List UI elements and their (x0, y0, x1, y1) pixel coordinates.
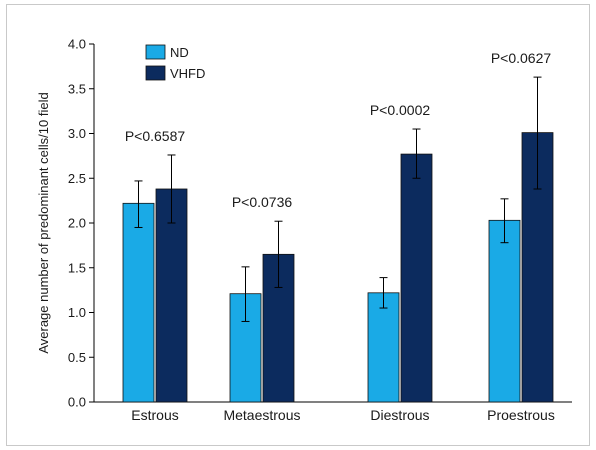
y-tick-label: 0.0 (68, 395, 86, 410)
legend-label-vhfd: VHFD (170, 66, 205, 81)
legend-swatch-nd (145, 44, 166, 60)
p-value-annotations: P<0.6587 P<0.0736 P<0.0002 P<0.0627 (125, 50, 552, 210)
y-axis-label: Average number of predominant cells/10 f… (36, 92, 51, 353)
y-tick-label: 3.0 (68, 126, 86, 141)
p-value-label: P<0.0627 (491, 50, 552, 66)
bar-vhfd-diestrous (400, 153, 433, 403)
error-bars (134, 76, 542, 322)
category-labels: Estrous Metaestrous Diestrous Proestrous (131, 407, 555, 423)
y-ticks: 0.0 0.5 1.0 1.5 2.0 2.5 3.0 3.5 4.0 (68, 37, 94, 410)
y-tick-label: 0.5 (68, 350, 86, 365)
y-tick-label: 2.0 (68, 216, 86, 231)
p-value-label: P<0.0002 (370, 102, 431, 118)
bar-vhfd-estrous (155, 188, 188, 403)
legend-swatch-vhfd (145, 65, 166, 81)
y-tick-label: 1.0 (68, 305, 86, 320)
y-tick-label: 2.5 (68, 171, 86, 186)
bar-nd-diestrous (367, 292, 400, 403)
p-value-label: P<0.0736 (232, 194, 293, 210)
y-tick-label: 1.5 (68, 260, 86, 275)
bar-nd-proestrous (488, 219, 521, 403)
x-category-label: Estrous (131, 407, 178, 423)
bars (122, 132, 554, 403)
p-value-label: P<0.6587 (125, 128, 186, 144)
legend-label-nd: ND (170, 45, 189, 60)
y-tick-label: 3.5 (68, 81, 86, 96)
x-category-label: Metaestrous (223, 407, 300, 423)
x-category-label: Proestrous (487, 407, 555, 423)
x-category-label: Diestrous (370, 407, 429, 423)
y-tick-label: 4.0 (68, 37, 86, 52)
bar-nd-estrous (122, 202, 155, 403)
legend: ND VHFD (145, 44, 205, 81)
